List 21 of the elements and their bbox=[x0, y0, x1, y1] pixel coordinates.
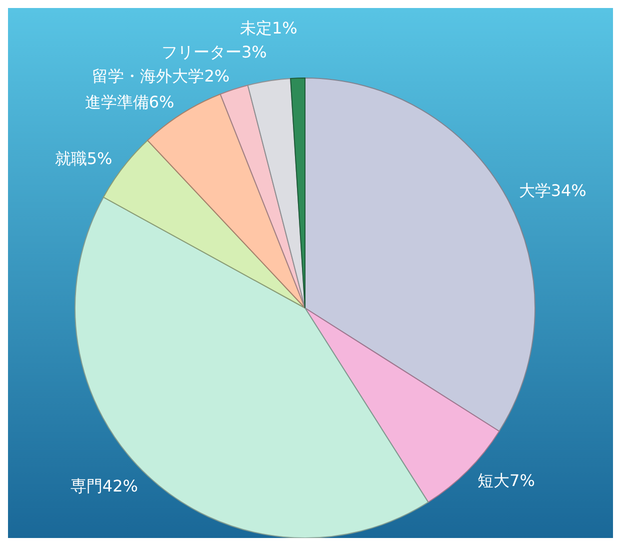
data-label: 3% bbox=[241, 42, 267, 62]
slice-label: 未定 bbox=[240, 18, 272, 38]
pie-slice bbox=[304, 78, 536, 432]
data-label: 34% bbox=[550, 181, 586, 200]
pie-slice bbox=[220, 84, 306, 308]
data-label: 5% bbox=[86, 149, 112, 168]
pie-slice bbox=[247, 78, 306, 308]
data-label: 1% bbox=[272, 18, 298, 38]
slice-label: 留学・海外大学 bbox=[92, 66, 204, 86]
data-label: 42% bbox=[102, 476, 138, 496]
pie-slice bbox=[290, 78, 306, 308]
data-label: 7% bbox=[510, 471, 535, 490]
data-label: 6% bbox=[148, 92, 174, 112]
slice-label: フリーター bbox=[161, 42, 242, 62]
slice-label: 大学 bbox=[518, 181, 551, 200]
pie-slice bbox=[147, 94, 306, 308]
slice-label: 就職 bbox=[54, 149, 87, 168]
slice-label: 専門 bbox=[70, 476, 102, 496]
slice-label: 短大 bbox=[478, 471, 510, 490]
slice-label: 進学準備 bbox=[84, 92, 149, 112]
data-label: 2% bbox=[204, 66, 230, 86]
